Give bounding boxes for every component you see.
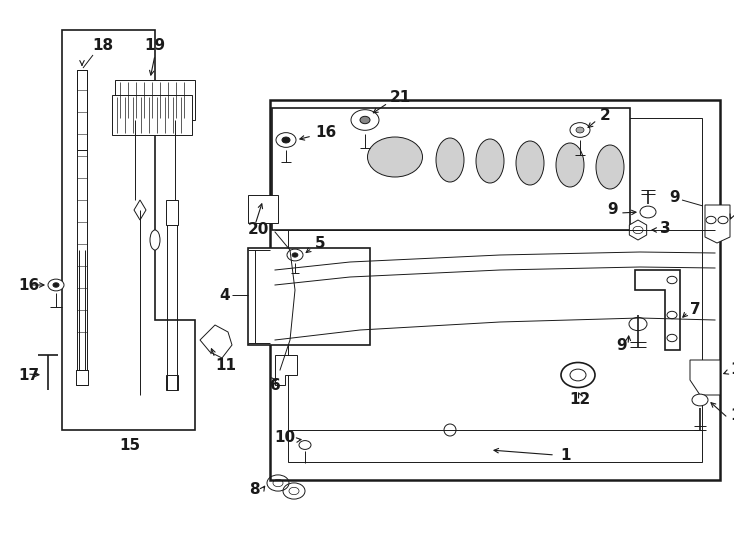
Circle shape [561, 362, 595, 388]
Ellipse shape [368, 137, 423, 177]
Text: 4: 4 [219, 287, 230, 302]
Circle shape [351, 110, 379, 130]
Bar [77, 70, 87, 150]
Circle shape [53, 283, 59, 287]
Ellipse shape [556, 143, 584, 187]
Text: 9: 9 [617, 338, 627, 353]
Text: 12: 12 [570, 393, 591, 408]
Text: 11: 11 [215, 357, 236, 373]
Polygon shape [629, 220, 647, 240]
Text: 18: 18 [92, 37, 113, 52]
Text: 7: 7 [690, 302, 701, 318]
Bar [166, 375, 178, 390]
Ellipse shape [516, 141, 544, 185]
Circle shape [629, 318, 647, 330]
Circle shape [292, 253, 298, 257]
Text: 2: 2 [600, 107, 611, 123]
Polygon shape [134, 200, 146, 220]
Text: 19: 19 [145, 37, 166, 52]
Text: 6: 6 [270, 377, 280, 393]
Text: 10: 10 [274, 430, 295, 445]
Circle shape [570, 123, 590, 137]
Polygon shape [248, 248, 370, 345]
Text: 17: 17 [18, 368, 39, 382]
Circle shape [640, 206, 656, 218]
Circle shape [282, 137, 290, 143]
Ellipse shape [476, 139, 504, 183]
Text: 16: 16 [315, 125, 336, 140]
Text: 1: 1 [560, 448, 570, 462]
Text: 21: 21 [390, 91, 411, 105]
Polygon shape [705, 205, 730, 243]
Polygon shape [248, 195, 278, 223]
Text: 14: 14 [730, 408, 734, 422]
Circle shape [360, 116, 370, 124]
Polygon shape [200, 325, 232, 358]
Ellipse shape [150, 230, 160, 250]
Polygon shape [272, 108, 630, 230]
Circle shape [48, 279, 64, 291]
Polygon shape [270, 100, 720, 480]
Ellipse shape [436, 138, 464, 182]
Text: 5: 5 [315, 237, 326, 252]
Polygon shape [635, 270, 680, 350]
Polygon shape [115, 80, 195, 120]
Circle shape [576, 127, 584, 133]
Text: 20: 20 [248, 222, 269, 238]
Text: 8: 8 [250, 483, 260, 497]
Text: 9: 9 [669, 191, 680, 206]
Text: 16: 16 [18, 278, 39, 293]
Text: 13: 13 [730, 362, 734, 377]
Text: 9: 9 [607, 202, 618, 218]
Bar [76, 370, 88, 385]
Circle shape [287, 249, 303, 261]
Circle shape [276, 133, 296, 147]
Bar [166, 200, 178, 225]
Circle shape [299, 441, 311, 449]
Circle shape [692, 394, 708, 406]
Ellipse shape [444, 424, 456, 436]
Polygon shape [112, 95, 192, 135]
Text: 15: 15 [120, 437, 141, 453]
Ellipse shape [596, 145, 624, 189]
Text: 3: 3 [660, 220, 671, 235]
Polygon shape [275, 355, 297, 385]
Polygon shape [690, 360, 720, 395]
